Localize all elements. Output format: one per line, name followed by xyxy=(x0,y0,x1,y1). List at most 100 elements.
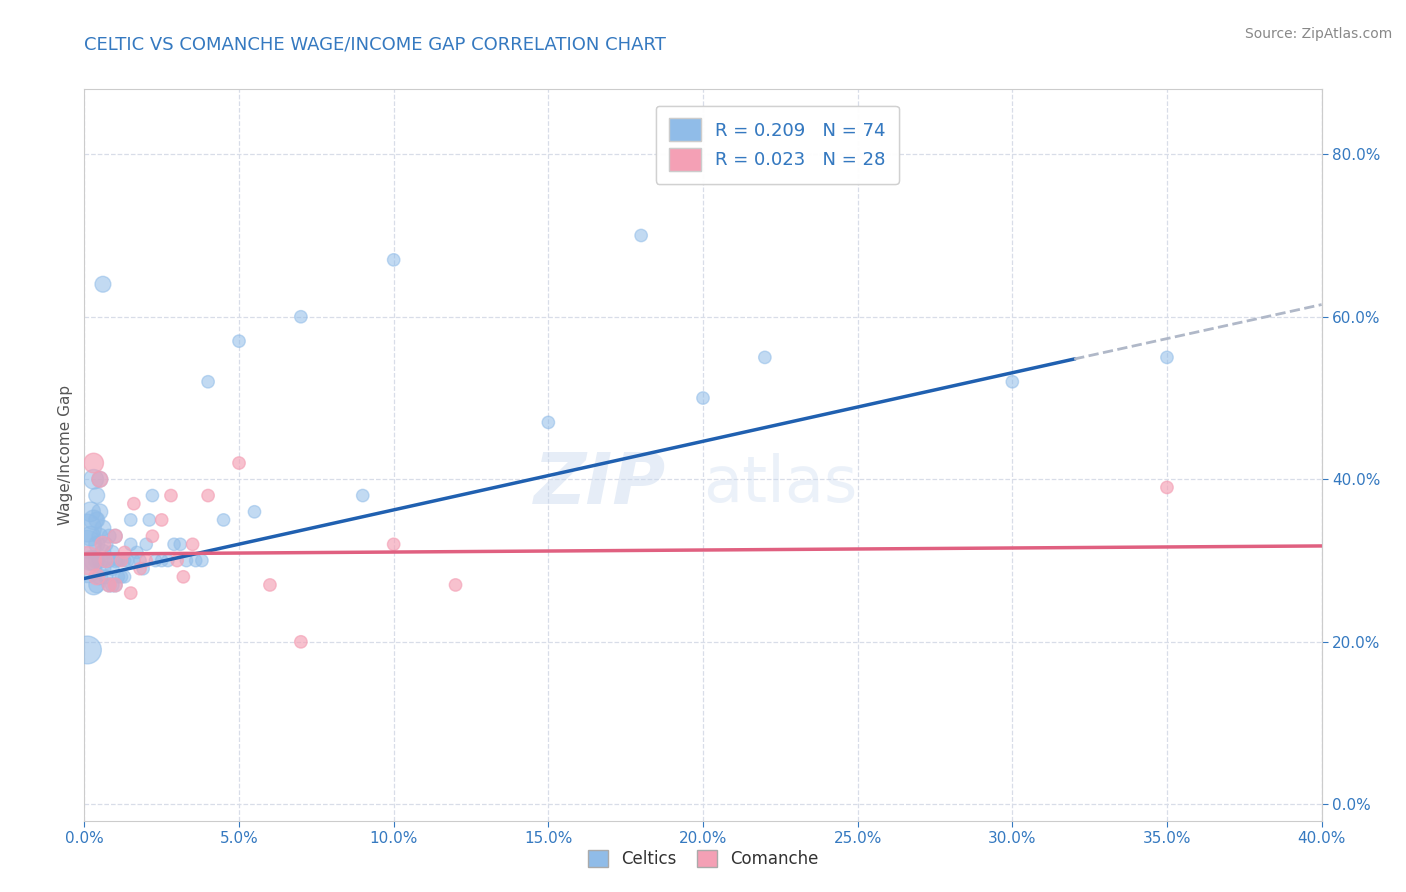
Point xyxy=(129,553,152,567)
Point xyxy=(290,310,312,324)
Point xyxy=(86,537,108,551)
Point xyxy=(117,553,139,567)
Point xyxy=(76,643,98,657)
Point xyxy=(122,553,145,567)
Point xyxy=(83,472,105,486)
Point xyxy=(83,578,105,592)
Point xyxy=(83,513,105,527)
Y-axis label: Wage/Income Gap: Wage/Income Gap xyxy=(58,384,73,525)
Point xyxy=(101,545,124,559)
Point xyxy=(101,562,124,576)
Point xyxy=(98,578,121,592)
Point xyxy=(150,553,173,567)
Point xyxy=(79,553,101,567)
Point xyxy=(125,545,148,559)
Point xyxy=(197,375,219,389)
Point xyxy=(98,578,121,592)
Point xyxy=(135,553,157,567)
Point xyxy=(98,553,121,567)
Point xyxy=(135,537,157,551)
Point xyxy=(114,553,136,567)
Point xyxy=(120,586,142,600)
Point xyxy=(101,578,124,592)
Text: ZIP: ZIP xyxy=(534,450,666,518)
Point xyxy=(114,570,136,584)
Text: CELTIC VS COMANCHE WAGE/INCOME GAP CORRELATION CHART: CELTIC VS COMANCHE WAGE/INCOME GAP CORRE… xyxy=(84,36,666,54)
Point xyxy=(191,553,214,567)
Point xyxy=(138,513,160,527)
Point xyxy=(120,513,142,527)
Point xyxy=(110,553,132,567)
Point xyxy=(184,553,207,567)
Point xyxy=(94,553,117,567)
Point xyxy=(122,497,145,511)
Point xyxy=(166,553,188,567)
Point xyxy=(692,391,714,405)
Point xyxy=(1156,351,1178,365)
Text: Source: ZipAtlas.com: Source: ZipAtlas.com xyxy=(1244,27,1392,41)
Point xyxy=(150,513,173,527)
Point xyxy=(83,553,105,567)
Point xyxy=(76,521,98,535)
Point xyxy=(163,537,186,551)
Point xyxy=(89,553,111,567)
Point xyxy=(382,537,405,551)
Point xyxy=(352,489,374,503)
Point xyxy=(94,553,117,567)
Point xyxy=(104,578,127,592)
Legend: Celtics, Comanche: Celtics, Comanche xyxy=(581,843,825,875)
Legend: R = 0.209   N = 74, R = 0.023   N = 28: R = 0.209 N = 74, R = 0.023 N = 28 xyxy=(655,105,898,184)
Point xyxy=(1001,375,1024,389)
Point xyxy=(79,505,101,519)
Point xyxy=(83,456,105,470)
Point xyxy=(141,489,163,503)
Point xyxy=(132,562,155,576)
Point xyxy=(754,351,776,365)
Point xyxy=(197,489,219,503)
Point xyxy=(1156,480,1178,494)
Point xyxy=(382,252,405,267)
Point xyxy=(89,472,111,486)
Point xyxy=(89,570,111,584)
Point xyxy=(104,529,127,543)
Point xyxy=(259,578,281,592)
Point xyxy=(120,537,142,551)
Text: atlas: atlas xyxy=(703,453,858,516)
Point xyxy=(89,505,111,519)
Point xyxy=(104,529,127,543)
Point xyxy=(94,537,117,551)
Point xyxy=(104,553,127,567)
Point xyxy=(91,277,114,292)
Point xyxy=(76,537,98,551)
Point xyxy=(172,570,194,584)
Point xyxy=(228,334,250,348)
Point xyxy=(114,545,136,559)
Point xyxy=(91,562,114,576)
Point xyxy=(110,570,132,584)
Point xyxy=(181,537,204,551)
Point xyxy=(94,570,117,584)
Point xyxy=(156,553,179,567)
Point xyxy=(160,489,183,503)
Point xyxy=(243,505,266,519)
Point xyxy=(91,545,114,559)
Point xyxy=(141,529,163,543)
Point xyxy=(86,570,108,584)
Point xyxy=(91,537,114,551)
Point xyxy=(86,578,108,592)
Point xyxy=(76,553,98,567)
Point xyxy=(86,513,108,527)
Point xyxy=(129,562,152,576)
Point xyxy=(98,529,121,543)
Point xyxy=(107,553,129,567)
Point xyxy=(110,553,132,567)
Point xyxy=(104,578,127,592)
Point xyxy=(89,529,111,543)
Point xyxy=(290,635,312,649)
Point xyxy=(86,489,108,503)
Point xyxy=(169,537,191,551)
Point xyxy=(176,553,198,567)
Point xyxy=(212,513,235,527)
Point xyxy=(79,529,101,543)
Point xyxy=(630,228,652,243)
